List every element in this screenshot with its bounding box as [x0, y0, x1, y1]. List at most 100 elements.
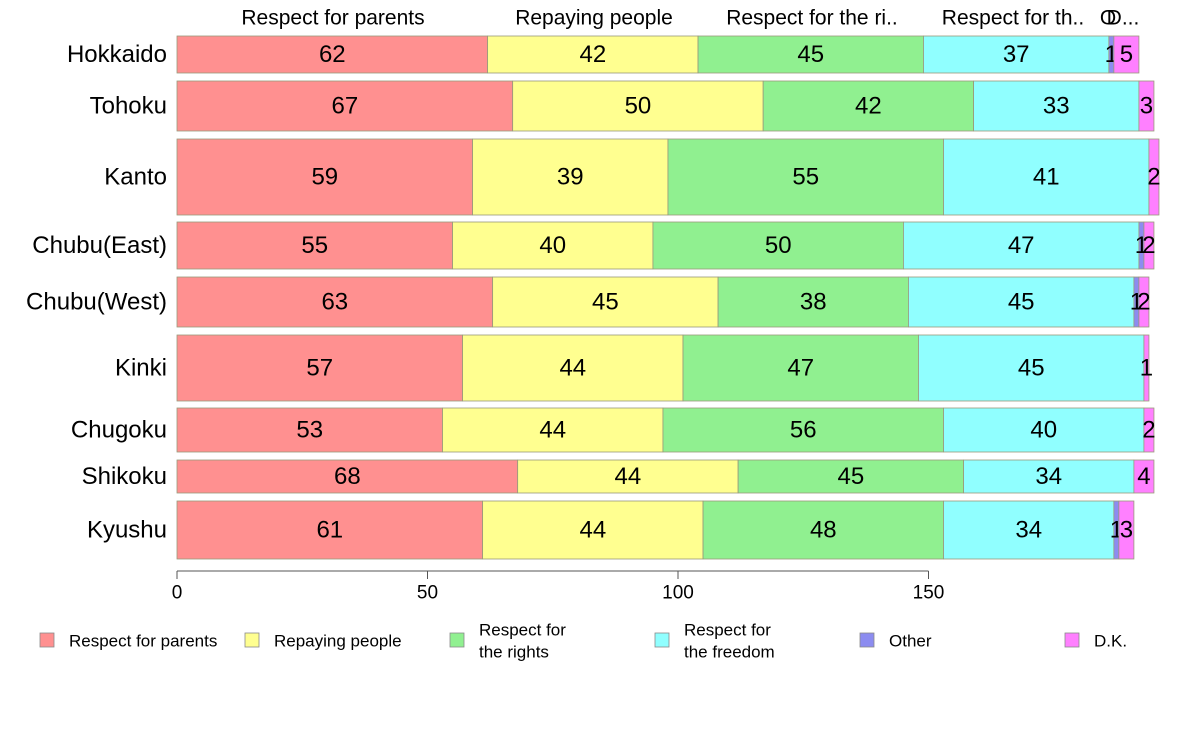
bar-segment-respect-for-the-freedom — [908, 276, 1135, 328]
bar-segment-respect-for-the-rights — [652, 221, 904, 270]
legend-swatch — [244, 632, 260, 648]
bar-row-kyushu: 61 44 48 34 13 — [176, 500, 1135, 560]
legend-label: the freedom — [684, 643, 775, 662]
value-label: 40 — [539, 232, 566, 259]
value-label: 47 — [787, 355, 814, 382]
bar-segment-d-k — [1143, 407, 1155, 453]
bar-segment-respect-for-the-rights — [762, 80, 974, 132]
value-label: 33 — [1043, 93, 1070, 120]
bar-segment-repaying-people — [487, 35, 699, 74]
bar-segment-respect-for-parents — [176, 334, 463, 402]
bar-segment-d-k — [1143, 334, 1150, 402]
bar-segment-repaying-people — [482, 500, 704, 560]
bar-segment-repaying-people — [472, 138, 669, 216]
legend-swatch — [859, 632, 875, 648]
bar-segment-respect-for-the-freedom — [918, 334, 1145, 402]
bar-segment-repaying-people — [512, 80, 764, 132]
bar-row-hokkaido: 62 42 45 37 1 5 — [176, 35, 1140, 74]
value-label: 34 — [1035, 463, 1062, 490]
legend-label: D.K. — [1094, 632, 1127, 651]
bar-segment-respect-for-the-rights — [717, 276, 909, 328]
bar-segment-d-k — [1143, 221, 1155, 270]
value-label: 53 — [296, 417, 323, 444]
legend-label: Respect for — [684, 621, 771, 640]
bar-segment-respect-for-the-rights — [667, 138, 944, 216]
region-label-hokkaido: Hokkaido — [67, 41, 167, 68]
series-header-label: D... — [1107, 7, 1140, 30]
bar-segment-respect-for-parents — [176, 276, 494, 328]
bar-row-chubu-west: 63 45 38 45 12 — [176, 276, 1151, 328]
series-header-label: Respect for the ri.. — [726, 7, 898, 30]
bar-segment-repaying-people — [492, 276, 719, 328]
value-label: 47 — [1008, 232, 1035, 259]
region-label-chubu-west: Chubu(West) — [26, 289, 167, 316]
series-header-label: Respect for th.. — [942, 7, 1084, 30]
bar-segment-repaying-people — [462, 334, 684, 402]
bar-segment-respect-for-parents — [176, 80, 514, 132]
legend-item-d-k: D.K. — [1064, 632, 1127, 651]
value-label: 61 — [316, 517, 343, 544]
value-label: 45 — [797, 41, 824, 68]
legend-label: Other — [889, 632, 932, 651]
x-tick-label: 100 — [662, 583, 694, 604]
bar-segment-respect-for-parents — [176, 221, 453, 270]
value-label: 2 — [1142, 417, 1155, 444]
value-label: 2 — [1137, 289, 1150, 316]
bar-segment-d-k — [1138, 80, 1155, 132]
bar-segment-respect-for-the-freedom — [943, 138, 1150, 216]
value-label: 63 — [321, 289, 348, 316]
value-label: 42 — [855, 93, 882, 120]
value-label: 56 — [790, 417, 817, 444]
bar-row-tohoku: 67 50 42 33 3 — [176, 80, 1155, 132]
legend: Respect for parents Repaying people Respec… — [39, 621, 1127, 662]
value-label: 34 — [1015, 517, 1042, 544]
region-label-shikoku: Shikoku — [82, 463, 167, 490]
legend-swatch — [654, 632, 670, 648]
series-header-label: Repaying people — [515, 7, 673, 30]
bar-segment-respect-for-the-rights — [697, 35, 924, 74]
bar-segment-respect-for-the-rights — [662, 407, 944, 453]
bar-segment-d-k — [1118, 500, 1135, 560]
value-label: 50 — [625, 93, 652, 120]
bar-row-kanto: 59 39 55 41 2 — [176, 138, 1161, 216]
value-label: 59 — [311, 164, 338, 191]
bar-segment-repaying-people — [442, 407, 664, 453]
value-label: 44 — [615, 463, 642, 490]
bar-segment-respect-for-the-freedom — [973, 80, 1140, 132]
legend-swatch — [449, 632, 465, 648]
bar-segment-repaying-people — [517, 459, 739, 494]
value-label: 2 — [1147, 164, 1160, 191]
x-tick-label: 0 — [172, 583, 183, 604]
value-label: 67 — [331, 93, 358, 120]
value-label: 4 — [1137, 463, 1150, 490]
series-header-label: Respect for parents — [241, 7, 424, 30]
bar-segment-respect-for-the-freedom — [963, 459, 1135, 494]
bar-segment-repaying-people — [452, 221, 654, 270]
value-label: 45 — [837, 463, 864, 490]
bar-row-shikoku: 68 44 45 34 4 — [176, 459, 1155, 494]
bar-segment-d-k — [1113, 35, 1140, 74]
series-header-labels: Respect for parents Repaying people Respec… — [241, 7, 1139, 30]
region-label-chugoku: Chugoku — [71, 417, 167, 444]
legend-label: Repaying people — [274, 632, 402, 651]
value-label: 48 — [810, 517, 837, 544]
value-label: 55 — [301, 232, 328, 259]
legend-label: the rights — [479, 643, 549, 662]
value-label: 55 — [792, 164, 819, 191]
bar-row-kinki: 57 44 47 45 1 — [176, 334, 1153, 402]
x-tick-label: 150 — [913, 583, 945, 604]
x-axis: 0 50 100 150 — [172, 570, 945, 604]
value-label: 68 — [334, 463, 361, 490]
value-label: 41 — [1033, 164, 1060, 191]
bar-segment-respect-for-the-rights — [682, 334, 919, 402]
value-label: 45 — [1008, 289, 1035, 316]
value-label: 1 — [1140, 355, 1153, 382]
legend-swatch — [1064, 632, 1080, 648]
region-label-kanto: Kanto — [104, 164, 167, 191]
value-label: 62 — [319, 41, 346, 68]
value-label: 39 — [557, 164, 584, 191]
bar-segment-respect-for-the-rights — [737, 459, 964, 494]
bar-segment-respect-for-the-freedom — [943, 407, 1145, 453]
region-label-kinki: Kinki — [115, 355, 167, 382]
